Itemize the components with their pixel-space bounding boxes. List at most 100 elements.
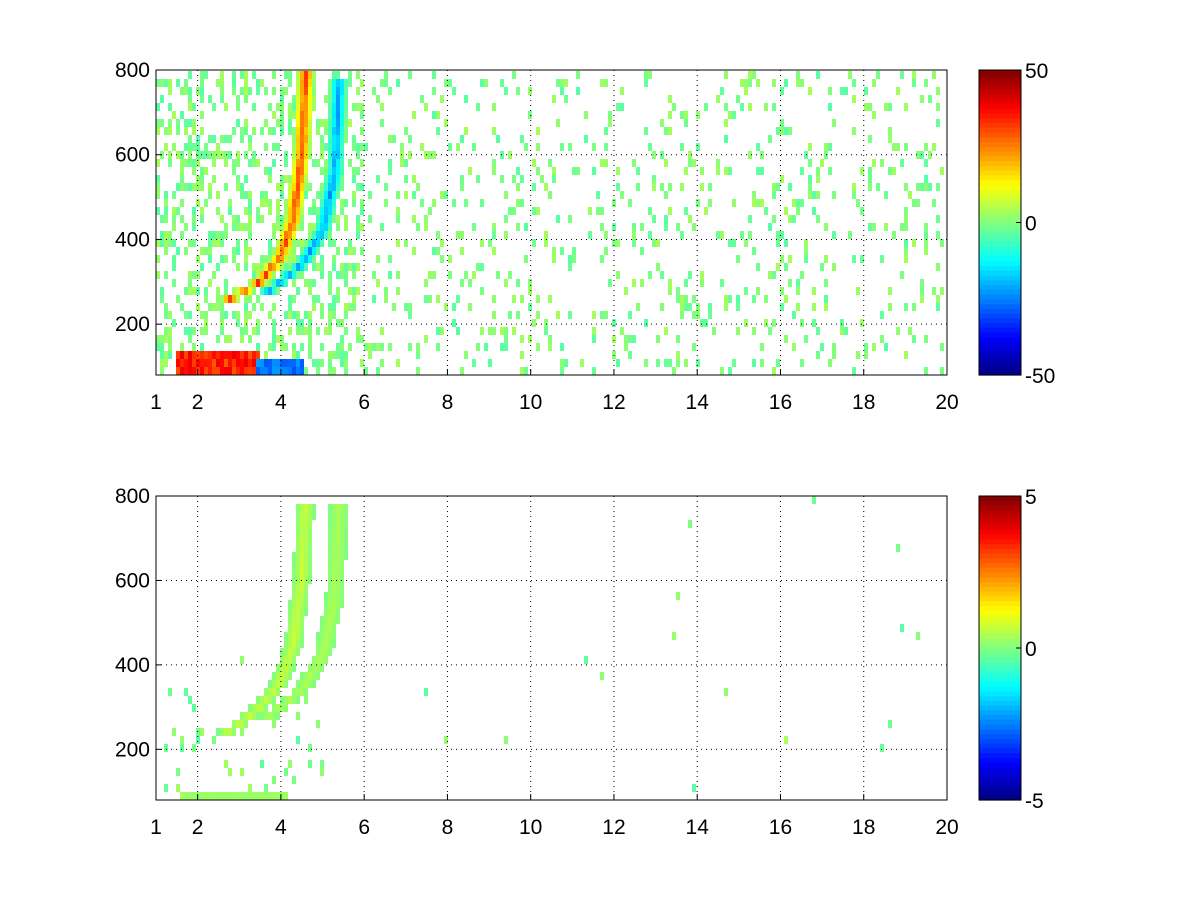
colorbar-swatch xyxy=(979,500,1021,507)
colorbar: 500-50 xyxy=(978,60,1055,388)
heatmap-cell xyxy=(192,127,196,135)
heatmap-cell xyxy=(396,191,400,199)
heatmap-cell xyxy=(544,239,548,247)
heatmap-cell xyxy=(188,95,192,103)
heatmap-cell xyxy=(856,351,860,359)
heatmap-cell xyxy=(300,552,304,560)
colorbar-swatch xyxy=(979,308,1021,314)
colorbar-swatch xyxy=(979,709,1021,716)
heatmap-cell xyxy=(784,263,788,271)
heatmap-cell xyxy=(424,335,428,343)
heatmap-cell xyxy=(180,231,184,239)
heatmap-cell xyxy=(868,135,872,143)
heatmap-cell xyxy=(300,584,304,592)
heatmap-cell xyxy=(260,303,264,311)
heatmap-cell xyxy=(784,239,788,247)
heatmap-cell xyxy=(300,536,304,544)
heatmap-cell xyxy=(204,287,208,295)
colorbar-swatch xyxy=(979,193,1021,200)
colorbar-swatch xyxy=(979,738,1021,744)
heatmap-cell xyxy=(772,319,776,327)
heatmap-cell xyxy=(232,159,236,167)
heatmap-cell xyxy=(868,183,872,191)
heatmap-cell xyxy=(584,111,588,119)
heatmap-cell xyxy=(920,287,924,295)
heatmap-cell xyxy=(936,87,940,95)
heatmap-cell xyxy=(188,151,192,159)
heatmap-cell xyxy=(444,79,448,87)
heatmap-cell xyxy=(236,183,240,191)
heatmap-cell xyxy=(320,135,324,143)
heatmap-cell xyxy=(664,223,668,231)
heatmap-cell xyxy=(200,351,204,359)
heatmap-cell xyxy=(692,311,696,319)
heatmap-cell xyxy=(304,520,308,528)
heatmap-cell xyxy=(232,287,236,295)
heatmap-cell xyxy=(928,95,932,103)
heatmap-cell xyxy=(168,127,172,135)
heatmap-cell xyxy=(336,183,340,191)
heatmap-cell xyxy=(624,287,628,295)
heatmap-cell xyxy=(328,287,332,295)
heatmap-cell xyxy=(292,648,296,656)
heatmap-cell xyxy=(236,263,240,271)
heatmap-cell xyxy=(780,303,784,311)
heatmap-cell xyxy=(292,111,296,119)
heatmap-cell xyxy=(316,239,320,247)
heatmap-cell xyxy=(328,359,332,367)
heatmap-cell xyxy=(292,656,296,664)
heatmap-cell xyxy=(340,504,344,512)
heatmap-cell xyxy=(760,167,764,175)
heatmap-cell xyxy=(344,263,348,271)
heatmap-cell xyxy=(244,255,248,263)
heatmap-cell xyxy=(308,79,312,87)
heatmap-cell xyxy=(784,127,788,135)
heatmap-cell xyxy=(272,696,276,704)
heatmap-cell xyxy=(236,151,240,159)
heatmap-cell xyxy=(156,159,160,167)
heatmap-cell xyxy=(272,680,276,688)
heatmap-cell xyxy=(244,287,248,295)
heatmap-cell xyxy=(248,191,252,199)
heatmap-cell xyxy=(668,127,672,135)
heatmap-cell xyxy=(684,303,688,311)
heatmap-cell xyxy=(236,239,240,247)
heatmap-cell xyxy=(200,343,204,351)
heatmap-cell xyxy=(280,648,284,656)
heatmap-cell xyxy=(920,183,924,191)
heatmap-cell xyxy=(328,648,332,656)
heatmap-cell xyxy=(268,680,272,688)
heatmap-cell xyxy=(660,119,664,127)
heatmap-cell xyxy=(356,167,360,175)
heatmap-cell xyxy=(288,175,292,183)
heatmap-cell xyxy=(324,175,328,183)
heatmap-cell xyxy=(296,536,300,544)
heatmap-cell xyxy=(300,504,304,512)
heatmap-cell xyxy=(200,167,204,175)
heatmap-cell xyxy=(284,159,288,167)
heatmap-cell xyxy=(636,303,640,311)
heatmap-cell xyxy=(508,151,512,159)
heatmap-cell xyxy=(336,576,340,584)
heatmap-cell xyxy=(264,279,268,287)
heatmap-cell xyxy=(304,239,308,247)
heatmap-cell xyxy=(876,71,880,79)
heatmap-cell xyxy=(788,215,792,223)
colorbar-swatch xyxy=(979,146,1021,152)
heatmap-cell xyxy=(164,271,168,279)
colorbar-swatch xyxy=(979,529,1021,535)
heatmap-cell xyxy=(288,648,292,656)
heatmap-cell xyxy=(708,303,712,311)
heatmap-cell xyxy=(172,111,176,119)
heatmap-cell xyxy=(340,520,344,528)
colorbar-swatch xyxy=(979,733,1021,739)
heatmap-cell xyxy=(196,359,200,367)
heatmap-cell xyxy=(872,111,876,119)
heatmap-cell xyxy=(468,167,472,175)
heatmap-cell xyxy=(292,279,296,287)
heatmap-cell xyxy=(396,287,400,295)
heatmap-cell xyxy=(296,207,300,215)
colorbar-swatch xyxy=(979,346,1021,352)
heatmap-cell xyxy=(356,103,360,111)
heatmap-cell xyxy=(312,656,316,664)
